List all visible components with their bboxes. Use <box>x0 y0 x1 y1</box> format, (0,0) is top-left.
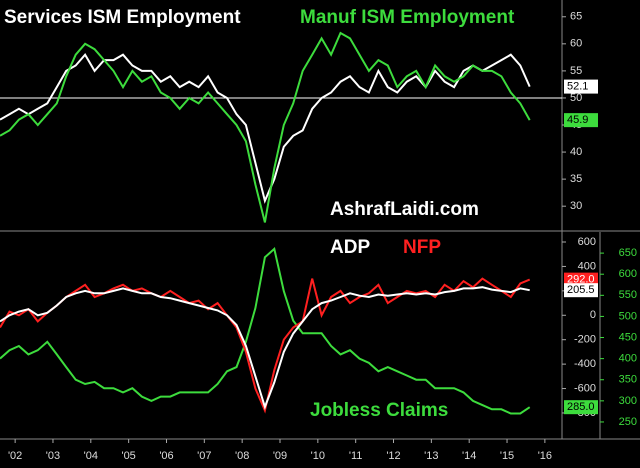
y-tick-label: 60 <box>570 38 582 50</box>
y-tick-label: 0 <box>590 309 596 321</box>
series-line <box>0 247 531 415</box>
y2-tick-label: 450 <box>619 331 637 343</box>
series-line <box>0 52 531 204</box>
x-tick-label: '07 <box>197 450 211 462</box>
last-value-label: 292.0 <box>567 274 595 286</box>
x-tick-label: '09 <box>273 450 287 462</box>
last-value-box <box>564 79 598 94</box>
watermark: AshrafLaidi.com <box>330 199 479 220</box>
series-name: ADP <box>330 237 370 258</box>
y2-tick-label: 250 <box>619 416 637 428</box>
y-tick-label: 65 <box>570 11 582 23</box>
series-name: NFP <box>403 237 441 258</box>
x-tick-label: '06 <box>159 450 173 462</box>
series-line <box>0 277 531 414</box>
last-value-label: 45.9 <box>567 114 588 126</box>
y-tick-label: 50 <box>570 92 582 104</box>
last-value-box <box>564 113 598 128</box>
series-name: Manuf ISM Employment <box>300 7 515 28</box>
y-tick-label: 600 <box>578 236 596 248</box>
series-name: Services ISM Employment <box>4 7 241 28</box>
y2-tick-label: 300 <box>619 395 637 407</box>
y-tick-label: -400 <box>574 358 596 370</box>
x-tick-label: '12 <box>386 450 400 462</box>
x-tick-label: '05 <box>121 450 135 462</box>
x-tick-label: '16 <box>538 450 552 462</box>
x-tick-label: '11 <box>349 450 363 462</box>
y2-tick-label: 650 <box>619 247 637 259</box>
y-tick-label: 35 <box>570 173 582 185</box>
x-tick-label: '15 <box>500 450 514 462</box>
x-tick-label: '13 <box>424 450 438 462</box>
x-tick-label: '04 <box>84 450 98 462</box>
last-value-label: 285.0 <box>567 401 595 413</box>
y2-tick-label: 350 <box>619 374 637 386</box>
x-tick-label: '08 <box>235 450 249 462</box>
series-line <box>0 31 531 223</box>
y-tick-label: 400 <box>578 260 596 272</box>
y2-tick-label: 600 <box>619 268 637 280</box>
x-tick-label: '14 <box>462 450 476 462</box>
y2-tick-label: 550 <box>619 289 637 301</box>
y-tick-label: -200 <box>574 334 596 346</box>
x-tick-label: '03 <box>46 450 60 462</box>
x-tick-label: '10 <box>311 450 325 462</box>
y-tick-label: -600 <box>574 382 596 394</box>
last-value-label: 205.5 <box>567 284 595 296</box>
last-value-label: 52.1 <box>567 80 588 92</box>
x-tick-label: '02 <box>8 450 22 462</box>
y-tick-label: 30 <box>570 200 582 212</box>
series-line <box>0 286 530 410</box>
y-tick-label: 55 <box>570 65 582 77</box>
y2-tick-label: 400 <box>619 353 637 365</box>
series-name: Jobless Claims <box>310 400 448 421</box>
last-value-box <box>564 400 598 415</box>
last-value-box <box>564 283 598 298</box>
last-value-box <box>564 272 598 287</box>
y2-tick-label: 500 <box>619 310 637 322</box>
y-tick-label: 40 <box>570 146 582 158</box>
